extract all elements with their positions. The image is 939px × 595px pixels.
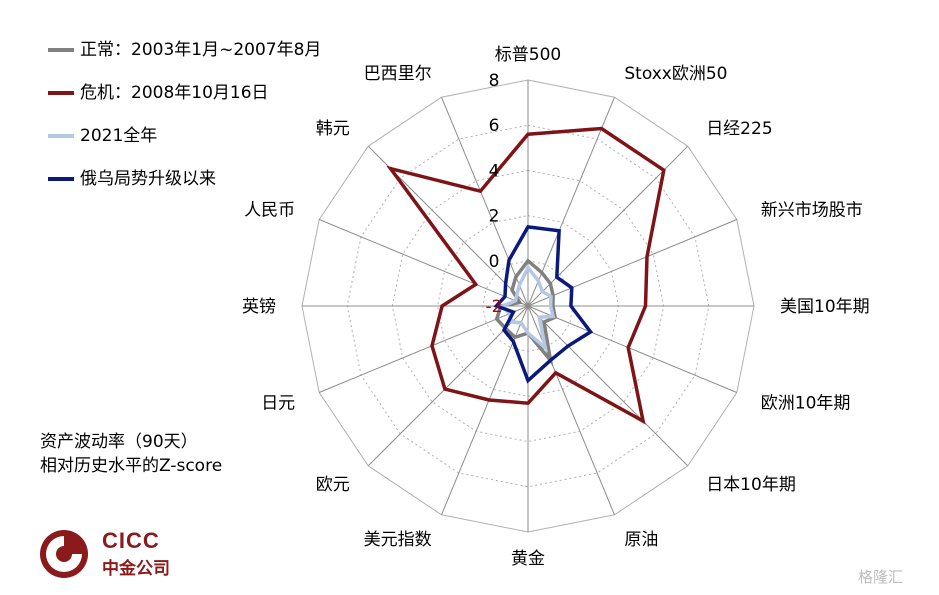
tick-label-0: -2 — [486, 297, 503, 317]
legend-swatch-crisis — [48, 91, 74, 95]
radar-axis-labels: 标普500 Stoxx欧洲50 日经225 新兴市场股市美国10年期欧洲10年期日本1… — [242, 45, 870, 569]
axis-label-11: 日元 — [261, 393, 295, 413]
grid-ring-2 — [437, 215, 619, 397]
legend-swatch-russia-ukraine — [48, 177, 74, 181]
chart-legend: 正常：2003年1月~2007年8月 危机：2008年10月16日 2021全年… — [48, 38, 378, 210]
axis-label-15: 巴西里尔 — [364, 64, 432, 84]
spoke-11 — [319, 305, 529, 393]
axis-label-0: 标普500 — [495, 45, 561, 65]
spoke-3 — [527, 219, 737, 307]
spoke-5 — [527, 305, 737, 393]
tick-label-3: 4 — [489, 161, 500, 181]
spoke-15 — [441, 97, 529, 307]
watermark: 格隆汇 — [858, 568, 904, 586]
grid-ring-3 — [391, 169, 665, 443]
cicc-logo: CICC 中金公司 — [36, 526, 196, 582]
series-line-2 — [500, 264, 556, 353]
axis-label-2: 日经225 — [706, 119, 772, 139]
axis-label-1: Stoxx欧洲50 — [624, 64, 727, 84]
logo-text-cn: 中金公司 — [102, 559, 170, 579]
axis-label-7: 原油 — [624, 530, 658, 550]
legend-item-russia-ukraine: 俄乌局势升级以来 — [48, 167, 378, 191]
axis-label-5: 欧洲10年期 — [761, 393, 851, 413]
axis-label-6: 日本10年期 — [706, 475, 796, 495]
axis-label-12: 英镑 — [242, 297, 276, 317]
tick-label-5: 8 — [489, 71, 500, 91]
legend-swatch-normal — [48, 48, 74, 52]
grid-ring-4 — [346, 124, 710, 488]
series-line-3 — [493, 225, 594, 384]
radar-series — [386, 126, 666, 425]
spoke-10 — [367, 305, 529, 467]
legend-label-2021: 2021全年 — [80, 126, 158, 146]
note-line-2: 相对历史水平的Z-score — [40, 456, 223, 476]
series-line-1 — [386, 126, 666, 425]
legend-swatch-2021 — [48, 134, 74, 138]
spoke-7 — [527, 305, 615, 515]
legend-item-2021: 2021全年 — [48, 124, 378, 148]
radar-tick-labels: -2 0 2 4 6 8 — [486, 71, 503, 317]
legend-label-normal: 正常：2003年1月~2007年8月 — [80, 40, 322, 60]
axis-label-14: 韩元 — [316, 119, 350, 139]
spoke-2 — [527, 145, 689, 307]
legend-item-crisis: 危机：2008年10月16日 — [48, 81, 378, 105]
spoke-6 — [527, 305, 689, 467]
cicc-logo-mark-icon — [40, 530, 88, 578]
legend-item-normal: 正常：2003年1月~2007年8月 — [48, 38, 378, 62]
tick-label-1: 0 — [489, 252, 500, 272]
axis-label-9: 美元指数 — [364, 530, 432, 550]
chart-note: 资产波动率（90天） 相对历史水平的Z-score — [40, 430, 222, 478]
spoke-13 — [319, 219, 529, 307]
tick-label-4: 6 — [489, 116, 500, 136]
axis-label-10: 欧元 — [316, 475, 350, 495]
axis-label-3: 新兴市场股市 — [761, 201, 863, 221]
tick-label-2: 2 — [489, 207, 500, 227]
axis-label-8: 黄金 — [511, 549, 545, 569]
legend-label-russia-ukraine: 俄乌局势升级以来 — [80, 169, 216, 189]
legend-label-crisis: 危机：2008年10月16日 — [80, 83, 269, 103]
logo-text-en: CICC — [102, 528, 160, 553]
note-line-1: 资产波动率（90天） — [40, 432, 198, 452]
axis-label-4: 美国10年期 — [780, 297, 870, 317]
axis-label-13: 人民币 — [244, 201, 295, 221]
